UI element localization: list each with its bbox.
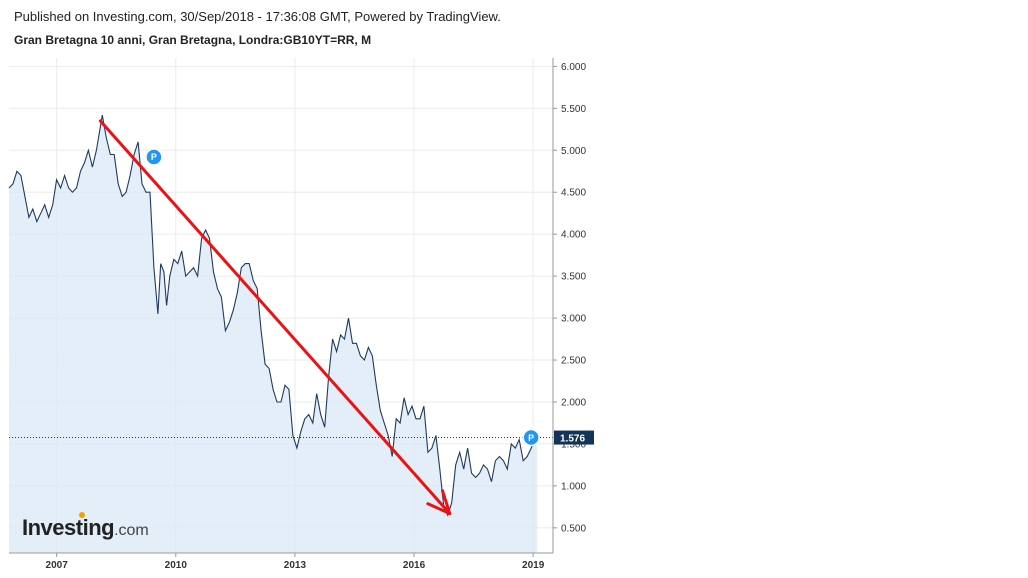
logo-dot-icon <box>79 512 85 518</box>
p-marker-icon[interactable] <box>522 428 540 447</box>
arrow-shaft <box>98 119 452 516</box>
marker-layer[interactable]: PP <box>145 148 540 447</box>
symbol-title: Gran Bretagna 10 anni, Gran Bretagna, Lo… <box>14 33 372 47</box>
p-marker-icon[interactable] <box>145 148 163 166</box>
last-value-label: 1.576 <box>560 434 585 445</box>
x-tick-label: 2016 <box>403 560 426 571</box>
arrow-head <box>426 489 452 516</box>
x-tick-label: 2013 <box>284 560 307 571</box>
p-marker-label: P <box>151 152 157 162</box>
x-tick-label: 2007 <box>46 560 69 571</box>
price-line <box>8 115 538 517</box>
x-tick-label: 2019 <box>522 560 545 571</box>
investing-logo: Investing.com <box>22 512 149 541</box>
published-info: Published on Investing.com, 30/Sep/2018 … <box>14 9 501 24</box>
p-marker-label: P <box>528 433 534 443</box>
y-tick-label: 4.000 <box>561 230 586 241</box>
y-tick-label: 3.500 <box>561 272 586 283</box>
y-tick-label: 1.000 <box>561 481 586 492</box>
y-tick-label: 6.000 <box>561 62 586 73</box>
y-tick-label: 5.000 <box>561 146 586 157</box>
last-value-badge <box>554 430 594 445</box>
x-tick-label: 2010 <box>165 560 188 571</box>
logo-text: Investing <box>22 515 115 540</box>
trend-arrow <box>98 119 452 516</box>
y-tick-label: 0.500 <box>561 523 586 534</box>
y-tick-label: 5.500 <box>561 104 586 115</box>
area-fill <box>9 115 538 553</box>
y-tick-label: 1.500 <box>561 439 586 450</box>
axis-layer: 6.000 5.500 5.000 4.500 4.000 3.500 3.000 2.500… <box>9 58 594 571</box>
y-tick-label: 4.500 <box>561 188 586 199</box>
y-tick-label: 3.000 <box>561 314 586 325</box>
logo-suffix: .com <box>114 522 149 539</box>
y-tick-label: 2.000 <box>561 397 586 408</box>
y-tick-label: 2.500 <box>561 356 586 367</box>
